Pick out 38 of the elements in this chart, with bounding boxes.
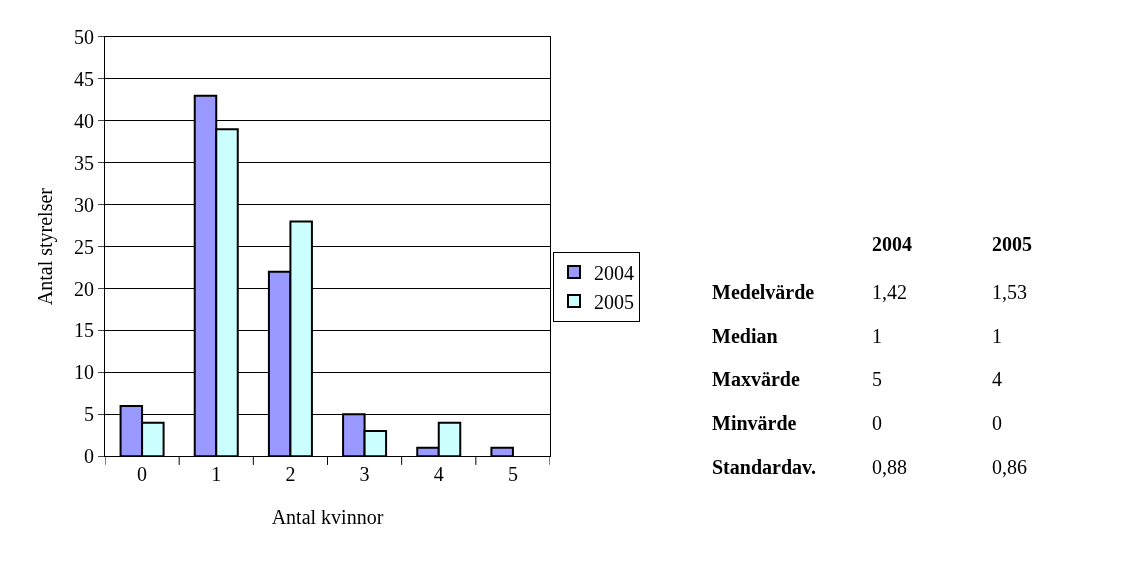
text: 1,53: [992, 281, 1027, 303]
legend-label: 2005: [594, 290, 634, 313]
y-axis-title: Antal styrelser: [34, 187, 58, 306]
text: Maxvärde: [712, 368, 800, 390]
x-axis-title: Antal kvinnor: [271, 505, 384, 528]
y-tick-label: 5: [84, 403, 94, 426]
text: 5: [872, 368, 882, 390]
legend-label: 2004: [594, 261, 634, 284]
x-tick-label: 5: [507, 463, 518, 486]
y-tick-label: 30: [74, 193, 94, 216]
x-tick-label: 1: [211, 463, 222, 486]
x-tick-label: 2: [285, 463, 296, 486]
text: 0,88: [872, 456, 907, 478]
text: 0: [872, 412, 882, 434]
y-tick-label: 35: [74, 151, 94, 174]
y-tick-label: 15: [74, 319, 94, 342]
text: 2004: [872, 233, 912, 255]
x-tick-label: 3: [359, 463, 370, 486]
y-tick-label: 40: [74, 109, 94, 132]
y-tick-label: 0: [84, 445, 94, 468]
y-tick-label: 25: [74, 235, 94, 258]
x-tick-label: 4: [433, 463, 444, 486]
text: 2005: [992, 233, 1032, 255]
text: Median: [712, 325, 778, 347]
text: 4: [992, 368, 1002, 390]
text: Minvärde: [712, 412, 797, 434]
y-tick-label: 50: [74, 25, 94, 48]
x-tick-label: 0: [137, 463, 148, 486]
y-tick-label: 20: [74, 277, 94, 300]
text: Standardav.: [712, 456, 816, 478]
text: 1,42: [872, 281, 907, 303]
y-tick-label: 45: [74, 67, 94, 90]
y-tick-label: 10: [74, 361, 94, 384]
text: 1: [992, 325, 1002, 347]
text: 0: [992, 412, 1002, 434]
text: 0,86: [992, 456, 1027, 478]
text: 1: [872, 325, 882, 347]
text: Medelvärde: [712, 281, 815, 303]
